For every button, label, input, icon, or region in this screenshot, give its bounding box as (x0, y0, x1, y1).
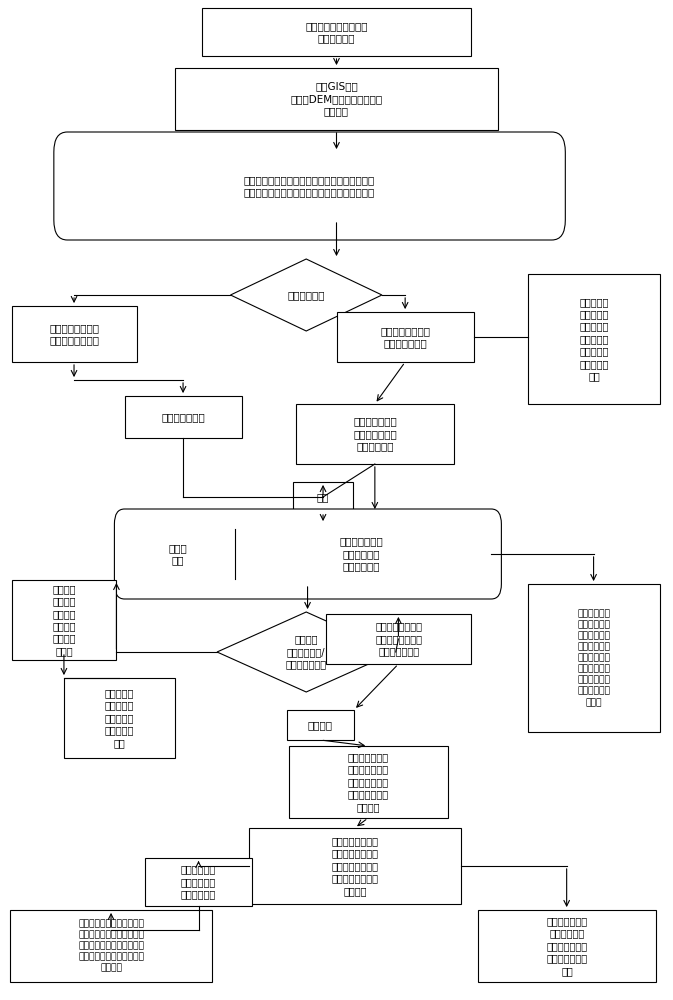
Text: 调研: 调研 (317, 492, 329, 502)
FancyBboxPatch shape (64, 678, 175, 758)
Text: 最大供水高程: 最大供水高程 (287, 290, 325, 300)
Text: 有用水户分布
在供水困难单
元的情况，则
在该单元内建
立分散式小型
供水设施，规
模以高峰用水
期最大日用水
量为准: 有用水户分布 在供水困难单 元的情况，则 在该单元内建 立分散式小型 供水设施，… (577, 609, 610, 707)
FancyBboxPatch shape (54, 132, 565, 240)
Text: 在需水单元进行
二次划分，根据
供水户数量和高
程差，得到若干
供水区域: 在需水单元进行 二次划分，根据 供水户数量和高 程差，得到若干 供水区域 (348, 752, 389, 812)
FancyBboxPatch shape (249, 828, 461, 904)
Polygon shape (217, 612, 395, 692)
FancyBboxPatch shape (145, 858, 252, 906)
Text: 构建泰森多边形，使每一个泰森多边形内有一个
大型供水工程，每一个多边形称为一个需水单元: 构建泰森多边形，使每一个泰森多边形内有一个 大型供水工程，每一个多边形称为一个需… (244, 175, 376, 197)
Text: 排序高的区域
以大型供水工
程为主要水源: 排序高的区域 以大型供水工 程为主要水源 (181, 865, 216, 899)
Text: 排序低的区域新
建小型供水设
施，规模以高峰
期最大日用水量
为准: 排序低的区域新 建小型供水设 施，规模以高峰 期最大日用水量 为准 (546, 916, 588, 976)
Text: 存在高差大于最大
供水高程的区域: 存在高差大于最大 供水高程的区域 (380, 326, 431, 348)
Text: 需水单元
大型供水工程/
各单元用水总量: 需水单元 大型供水工程/ 各单元用水总量 (285, 635, 327, 669)
FancyBboxPatch shape (202, 8, 471, 56)
FancyBboxPatch shape (326, 614, 471, 664)
Text: 若某一区域
高程较周围
区域均相差
较大，则将
该区域定义
为供水困难
单元: 若某一区域 高程较周围 区域均相差 较大，则将 该区域定义 为供水困难 单元 (579, 297, 608, 381)
Text: 将该区域修订到
周围高程相差较
小的需水单元: 将该区域修订到 周围高程相差较 小的需水单元 (353, 417, 397, 451)
FancyBboxPatch shape (289, 746, 448, 818)
FancyBboxPatch shape (336, 312, 474, 362)
Text: 需水单元
大型供水
工程可供
水量大于
各单元用
水总量: 需水单元 大型供水 工程可供 水量大于 各单元用 水总量 (52, 584, 76, 656)
FancyBboxPatch shape (12, 306, 137, 362)
Text: 二次配置: 二次配置 (308, 720, 333, 730)
Text: 不存在高差大于最
大供水高程的区域: 不存在高差大于最 大供水高程的区域 (49, 323, 100, 345)
Polygon shape (230, 259, 382, 331)
FancyBboxPatch shape (528, 584, 660, 732)
FancyBboxPatch shape (296, 404, 454, 464)
Text: 对研究区主要大型供水
工程进行普查: 对研究区主要大型供水 工程进行普查 (306, 21, 367, 43)
Text: 用水户
分布: 用水户 分布 (168, 543, 187, 565)
Text: 无需进行二
次配置，该
供水工程为
单元内供水
设施: 无需进行二 次配置，该 供水工程为 单元内供水 设施 (105, 688, 134, 748)
Text: 需水单元大型供水
工程可供水量小于
各单元用水总量: 需水单元大型供水 工程可供水量小于 各单元用水总量 (376, 622, 422, 656)
Text: 根据各区域一般用
水期日用水量从高
到低进行排序，优
先满足排序较高的
供水区域: 根据各区域一般用 水期日用水量从高 到低进行排序，优 先满足排序较高的 供水区域 (332, 836, 378, 896)
Text: 保留原需水单元: 保留原需水单元 (162, 412, 205, 422)
FancyBboxPatch shape (293, 482, 353, 512)
Text: 各用水户用水量
（一般用水期
高峰用水期）: 各用水户用水量 （一般用水期 高峰用水期） (339, 537, 383, 571)
FancyBboxPatch shape (478, 910, 656, 982)
FancyBboxPatch shape (528, 274, 660, 404)
Text: 一般用水期日供水量可满足
但高峰用水期无法满足的区
域，建立分散式小型供水设
施，规模以一般用水期日用
水量为准: 一般用水期日供水量可满足 但高峰用水期无法满足的区 域，建立分散式小型供水设 施… (78, 919, 144, 973)
FancyBboxPatch shape (287, 710, 354, 740)
FancyBboxPatch shape (125, 396, 242, 438)
Text: 基于GIS软件
在地区DEM图上标出供水工程
所在位置: 基于GIS软件 在地区DEM图上标出供水工程 所在位置 (291, 82, 382, 116)
FancyBboxPatch shape (12, 580, 116, 660)
FancyBboxPatch shape (114, 509, 501, 599)
FancyBboxPatch shape (10, 910, 212, 982)
FancyBboxPatch shape (175, 68, 498, 130)
